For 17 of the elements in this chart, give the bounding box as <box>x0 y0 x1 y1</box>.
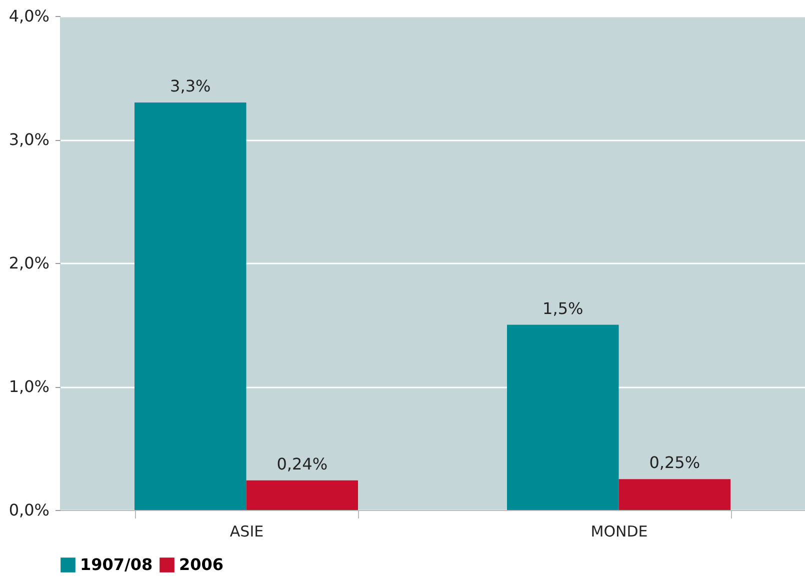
data-label: 3,3% <box>170 76 211 96</box>
y-tick-label: 2,0% <box>8 254 50 272</box>
bar <box>507 324 619 510</box>
legend-label: 1907/08 <box>80 555 153 574</box>
y-tick-label: 4,0% <box>8 6 50 26</box>
x-tick-label: ASIE <box>230 522 264 540</box>
bar <box>618 479 730 510</box>
data-label: 1,5% <box>542 298 584 318</box>
data-label: 0,24% <box>276 454 328 474</box>
x-tick-label: MONDE <box>590 522 648 540</box>
legend-label: 2006 <box>179 555 224 574</box>
y-tick-label: 3,0% <box>8 130 50 149</box>
bar <box>246 480 358 510</box>
bar <box>134 102 246 510</box>
data-label: 0,25% <box>649 453 700 472</box>
y-tick-label: 1,0% <box>8 377 50 396</box>
y-tick-label: 0,0% <box>8 500 50 520</box>
